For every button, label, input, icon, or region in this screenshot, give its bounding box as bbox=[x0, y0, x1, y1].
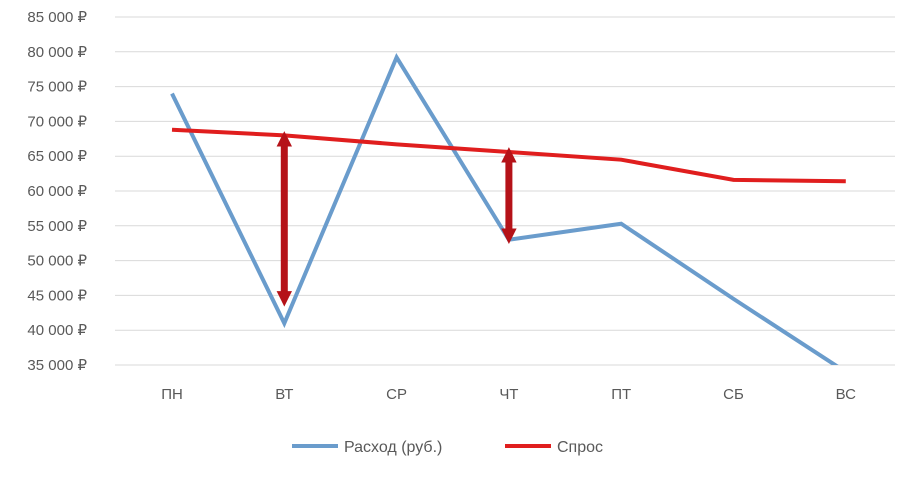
y-tick-label: 55 000 ₽ bbox=[27, 218, 87, 235]
x-tick-label: ВТ bbox=[275, 386, 293, 403]
legend: Расход (руб.) Спрос bbox=[292, 439, 603, 456]
x-tick-label: ВС bbox=[836, 386, 857, 403]
y-tick-label: 80 000 ₽ bbox=[27, 44, 87, 61]
x-tick-label: СБ bbox=[723, 386, 744, 403]
x-tick-label: ПТ bbox=[611, 386, 631, 403]
y-tick-label: 40 000 ₽ bbox=[27, 322, 87, 339]
y-tick-label: 70 000 ₽ bbox=[27, 113, 87, 130]
x-axis-tick-labels: ПН ВТ СР ЧТ ПТ СБ ВС bbox=[161, 386, 856, 403]
y-tick-label: 45 000 ₽ bbox=[27, 287, 87, 304]
legend-label: Расход (руб.) bbox=[344, 439, 442, 456]
x-tick-label: СР bbox=[386, 386, 407, 403]
gridlines bbox=[115, 16, 895, 366]
legend-label: Спрос bbox=[557, 439, 603, 456]
y-tick-label: 35 000 ₽ bbox=[27, 357, 87, 374]
y-tick-label: 65 000 ₽ bbox=[27, 148, 87, 165]
y-tick-label: 85 000 ₽ bbox=[27, 9, 87, 26]
y-tick-label: 75 000 ₽ bbox=[27, 79, 87, 96]
y-tick-label: 60 000 ₽ bbox=[27, 183, 87, 200]
x-tick-label: ЧТ bbox=[499, 386, 518, 403]
annotations bbox=[276, 131, 517, 307]
x-tick-label: ПН bbox=[161, 386, 183, 403]
y-tick-label: 50 000 ₽ bbox=[27, 253, 87, 270]
y-axis-tick-labels: 35 000 ₽ 40 000 ₽ 45 000 ₽ 50 000 ₽ 55 000 ₽… bbox=[27, 9, 87, 374]
